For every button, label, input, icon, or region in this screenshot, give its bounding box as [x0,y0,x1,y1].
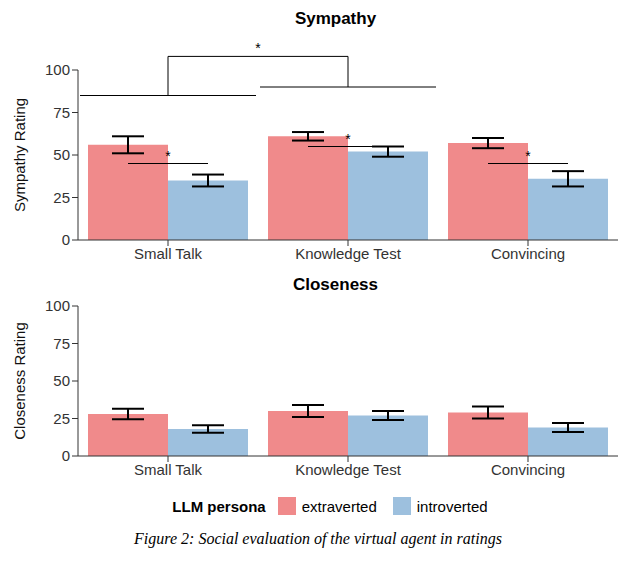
svg-text:100: 100 [45,297,70,314]
svg-text:Convincing: Convincing [491,245,565,262]
html-text:introverted: introverted [416,497,488,515]
svg-text:0: 0 [62,447,70,464]
svg-text:*: * [525,148,531,164]
html-text:Closeness: Closeness [293,275,378,294]
svg-text:Knowledge Test: Knowledge Test [295,245,401,262]
svg-text:*: * [255,40,261,56]
svg-text:*: * [345,131,351,147]
html-text:LLM persona: LLM persona [172,497,266,515]
svg-text:Closeness Rating: Closeness Rating [11,322,28,440]
svg-text:*: * [165,148,171,164]
svg-text:50: 50 [53,146,70,163]
html-text:Figure 2: Social evaluation of: Figure 2: Social evaluation of the virtu… [134,530,502,547]
svg-text:Knowledge Test: Knowledge Test [295,461,401,478]
svg-text:Convincing: Convincing [491,461,565,478]
svg-text:25: 25 [53,410,70,427]
svg-text:Small Talk: Small Talk [134,461,203,478]
html-text:extraverted: extraverted [301,497,377,515]
svg-text:0: 0 [62,231,70,248]
svg-text:100: 100 [45,61,70,78]
svg-text:Small Talk: Small Talk [134,245,203,262]
svg-text:Sympathy Rating: Sympathy Rating [11,98,28,212]
svg-text:50: 50 [53,372,70,389]
svg-text:75: 75 [53,335,70,352]
html-text:Sympathy: Sympathy [294,9,377,28]
svg-text:75: 75 [53,104,70,121]
svg-text:25: 25 [53,189,70,206]
